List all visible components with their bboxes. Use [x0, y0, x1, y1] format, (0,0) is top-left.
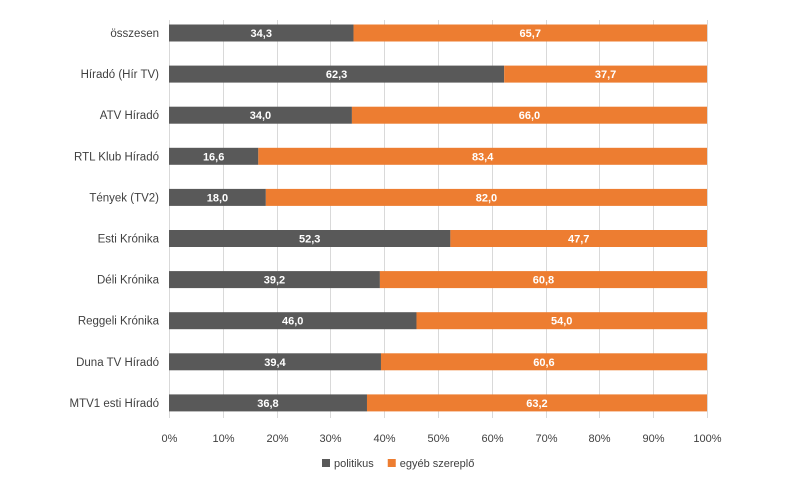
- bar-segment-egyeb-szereplo: [366, 394, 707, 412]
- x-tick-label: 60%: [481, 433, 503, 445]
- category-label: ATV Híradó: [100, 110, 159, 122]
- bar-value-label: 37,7: [595, 69, 616, 81]
- bar-segment-politikus: [169, 394, 367, 412]
- bar-value-label: 54,0: [551, 316, 572, 328]
- bar-segment-politikus: [169, 147, 259, 165]
- bar-value-label: 82,0: [476, 192, 497, 204]
- bar-value-label: 83,4: [472, 151, 494, 163]
- bar-segment-politikus: [169, 271, 380, 289]
- bar-value-label: 18,0: [207, 192, 228, 204]
- category-label: Híradó (Hír TV): [81, 69, 160, 81]
- legend-label: egyéb szereplő: [400, 458, 475, 470]
- bar-segment-egyeb-szereplo: [450, 230, 707, 247]
- bar-value-label: 52,3: [299, 234, 320, 246]
- bar-value-label: 34,3: [251, 28, 272, 40]
- x-tick-label: 30%: [319, 433, 341, 445]
- category-label: RTL Klub Híradó: [74, 151, 159, 163]
- category-label: összesen: [110, 28, 159, 40]
- bar-segment-egyeb-szereplo: [416, 312, 707, 330]
- bar-segment-egyeb-szereplo: [351, 106, 707, 124]
- legend-swatch: [387, 459, 396, 467]
- bar-segment-egyeb-szereplo: [353, 24, 707, 42]
- x-tick-label: 80%: [588, 433, 610, 445]
- x-tick-label: 0%: [162, 433, 178, 445]
- category-label: Reggeli Krónika: [78, 316, 160, 328]
- bar-value-label: 60,6: [533, 357, 554, 369]
- bar-value-label: 39,2: [264, 275, 285, 287]
- gridlines: [169, 20, 708, 418]
- bar-value-label: 60,8: [533, 275, 554, 287]
- category-labels: összesen Híradó (Hír TV) ATV Híradó RTL Klu…: [70, 28, 160, 410]
- bar-value-label: 34,0: [250, 110, 271, 122]
- x-tick-label: 10%: [212, 433, 234, 445]
- bar-segment-politikus: [169, 188, 266, 206]
- x-tick-label: 100%: [693, 433, 721, 445]
- bar-value-label: 65,7: [520, 28, 541, 40]
- category-label: Duna TV Híradó: [76, 357, 159, 369]
- bar-value-label: 36,8: [257, 398, 278, 410]
- bar-segment-politikus: [169, 65, 505, 83]
- bar-segment-egyeb-szereplo: [380, 353, 707, 371]
- category-label: MTV1 esti Híradó: [70, 398, 159, 410]
- x-axis-ticks: 0% 10% 20% 30% 40% 50% 60% 70% 80% 90% 100%: [162, 433, 722, 445]
- bar-value-label: 63,2: [526, 398, 547, 410]
- bar-segment-egyeb-szereplo: [258, 147, 707, 165]
- bar-value-label: 16,6: [203, 151, 224, 163]
- bar-segment-politikus: [169, 353, 381, 371]
- bar-segment-politikus: [169, 106, 352, 124]
- bar-segment-egyeb-szereplo: [379, 271, 707, 289]
- bar-segment-egyeb-szereplo: [265, 188, 707, 206]
- category-label: Esti Krónika: [98, 234, 160, 246]
- legend: politikus egyéb szereplő: [322, 458, 474, 470]
- bar-value-label: 66,0: [519, 110, 540, 122]
- x-tick-label: 70%: [535, 433, 557, 445]
- bars: 34,3 65,7 62,3 37,7 34,0 66,0 16,6 83,4 18,0 82,0…: [169, 24, 707, 412]
- bar-segment-politikus: [169, 24, 354, 42]
- bar-segment-politikus: [169, 230, 451, 247]
- legend-swatch: [322, 459, 330, 467]
- category-label: Déli Krónika: [97, 275, 160, 287]
- bar-segment-egyeb-szereplo: [504, 65, 707, 83]
- x-tick-label: 90%: [642, 433, 664, 445]
- category-label: Tények (TV2): [89, 192, 159, 204]
- bar-segment-politikus: [169, 312, 417, 330]
- bar-value-label: 62,3: [326, 69, 347, 81]
- x-tick-label: 20%: [266, 433, 288, 445]
- x-tick-label: 40%: [373, 433, 395, 445]
- x-tick-label: 50%: [427, 433, 449, 445]
- bar-value-label: 46,0: [282, 316, 303, 328]
- bar-value-label: 39,4: [264, 357, 286, 369]
- legend-label: politikus: [334, 458, 374, 470]
- bar-value-label: 47,7: [568, 234, 589, 246]
